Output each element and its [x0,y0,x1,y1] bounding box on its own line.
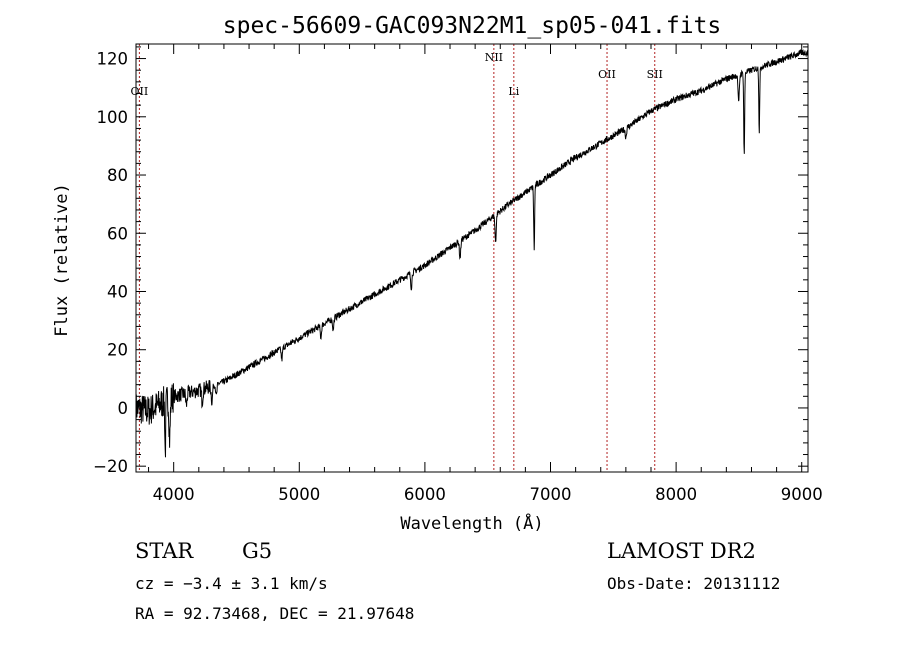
object-class: STAR [135,539,194,563]
survey-release: LAMOST DR2 [607,539,756,563]
y-tick-label: 80 [107,166,128,185]
line-marker-label: Li [508,85,519,98]
line-marker-label: SII [647,68,663,81]
x-tick-label: 9000 [781,485,823,504]
y-tick-label: 60 [107,224,128,243]
sky-coordinates: RA = 92.73468, DEC = 21.97648 [135,604,414,623]
y-tick-label: −20 [93,457,128,476]
y-tick-label: 120 [97,50,129,69]
spectrum-line [135,48,809,458]
line-marker-label: OII [131,85,149,98]
y-tick-label: 0 [118,399,129,418]
plot-frame [135,43,809,473]
x-tick-label: 8000 [655,485,697,504]
axes: 4000 5000 6000 7000 8000 9000 −20 0 20 40 60 80 100 1… [93,43,823,504]
y-tick-label: 100 [97,108,129,127]
chart-title: spec-56609-GAC093N22M1_sp05-041.fits [223,13,722,39]
x-tick-label: 6000 [404,485,446,504]
x-axis-label: Wavelength (Å) [400,512,543,534]
redshift-velocity: cz = −3.4 ± 3.1 km/s [135,574,328,593]
y-tick-label: 20 [107,341,128,360]
x-tick-label: 5000 [278,485,320,504]
x-tick-label: 4000 [153,485,195,504]
y-tick-label: 40 [107,282,128,301]
line-marker-label: NII [485,51,503,64]
y-axis-label: Flux (relative) [52,183,72,337]
observation-date: Obs-Date: 20131112 [607,574,780,593]
line-marker-label: OII [598,68,616,81]
line-annotations: OII NII Li OII SII [131,44,663,472]
object-subclass: G5 [242,539,272,563]
x-tick-label: 7000 [530,485,572,504]
